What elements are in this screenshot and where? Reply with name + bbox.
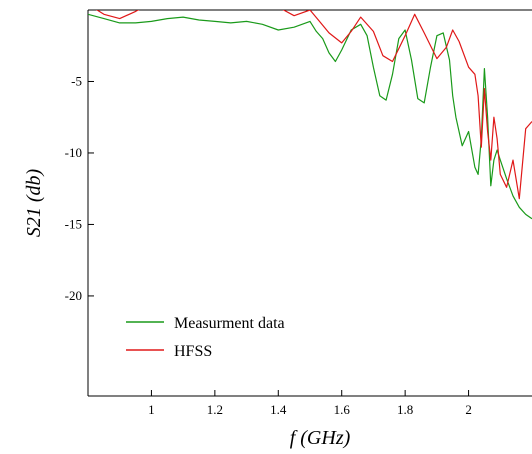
legend: Measurment data HFSS [126,315,285,360]
series-line-measurement [88,13,532,220]
x-axis-title: f (GHz) [290,427,351,449]
x-tick-label: 1.6 [334,402,351,417]
y-tick-label: -20 [65,288,82,303]
x-tick-label: 1.4 [270,402,287,417]
y-ticks: -5 -10 -15 -20 [65,73,94,303]
series-group [88,10,532,220]
legend-label: Measurment data [174,315,285,332]
legend-label: HFSS [174,343,212,360]
series-line-hfss [95,10,532,200]
x-tick-label: 1 [148,402,155,417]
y-tick-label: -10 [65,145,82,160]
y-tick-label: -5 [71,73,82,88]
x-tick-label: 1.2 [207,402,223,417]
x-tick-label: 1.8 [397,402,413,417]
x-tick-label: 2 [465,402,472,417]
plot-area: 1 1.2 1.4 1.6 1.8 2 -5 -10 -15 -20 [65,9,532,417]
y-tick-label: -15 [65,216,82,231]
x-ticks: 1 1.2 1.4 1.6 1.8 2 [148,390,472,417]
y-axis-title: S21 (db) [23,169,45,238]
